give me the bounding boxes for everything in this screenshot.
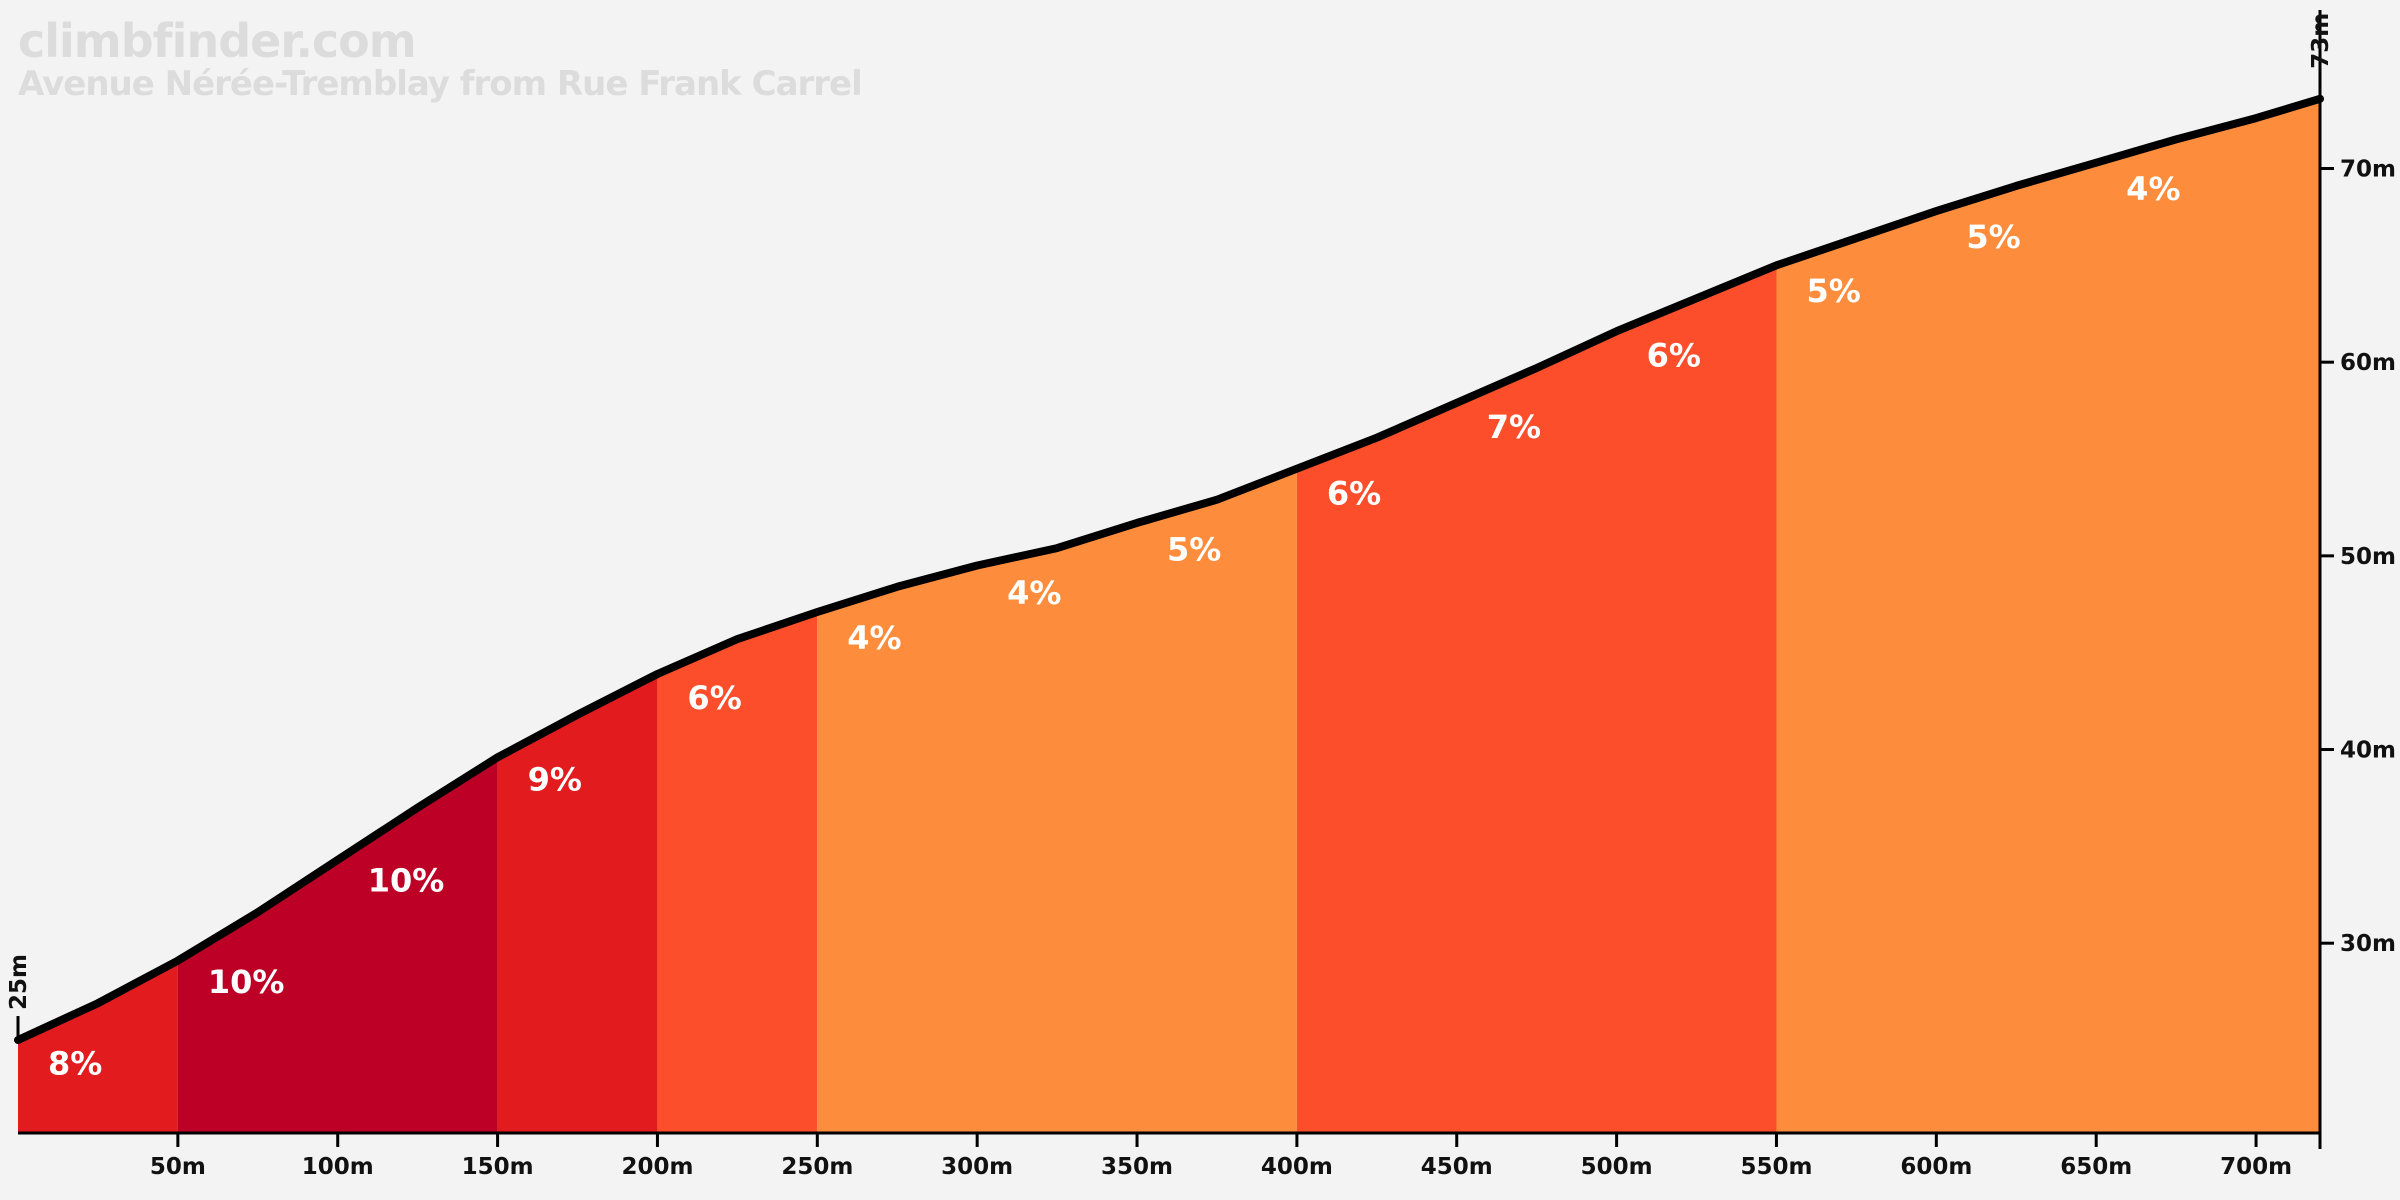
x-tick-label-12: 650m: [2060, 1154, 2132, 1180]
gradient-segment-6: [1776, 98, 2320, 1133]
grade-label-4: 6%: [687, 679, 741, 717]
grade-label-5: 4%: [847, 619, 901, 657]
x-tick-label-1: 100m: [302, 1154, 374, 1180]
grade-label-13: 4%: [2126, 170, 2180, 208]
x-tick-label-13: 700m: [2220, 1154, 2292, 1180]
grade-label-2: 10%: [368, 861, 445, 899]
grade-label-0: 8%: [48, 1045, 102, 1083]
grade-label-12: 5%: [1966, 218, 2020, 256]
grade-labels: 8% 10% 10% 9% 6% 4% 4% 5% 6% 7% 6% 5% 5% 4%: [48, 170, 2181, 1083]
x-tick-label-10: 550m: [1740, 1154, 1812, 1180]
y-tick-label-3: 60m: [2340, 350, 2396, 376]
x-tick-label-3: 200m: [621, 1154, 693, 1180]
x-tick-label-4: 250m: [781, 1154, 853, 1180]
x-tick-label-6: 350m: [1101, 1154, 1173, 1180]
x-tick-label-2: 150m: [462, 1154, 534, 1180]
x-tick-label-0: 50m: [150, 1154, 206, 1180]
y-tick-label-1: 40m: [2340, 738, 2396, 764]
end-elevation-label: 73m: [2308, 13, 2334, 69]
grade-label-8: 6%: [1327, 474, 1381, 512]
grade-label-7: 5%: [1167, 530, 1221, 568]
grade-label-11: 5%: [1806, 272, 1860, 310]
x-tick-label-7: 400m: [1261, 1154, 1333, 1180]
gradient-segment-4: [817, 468, 1297, 1133]
x-tick-label-11: 600m: [1900, 1154, 1972, 1180]
grade-label-3: 9%: [528, 761, 582, 799]
grade-label-9: 7%: [1487, 408, 1541, 446]
gradient-segments: [18, 98, 2320, 1133]
x-tick-label-9: 500m: [1581, 1154, 1653, 1180]
grade-label-1: 10%: [208, 963, 285, 1001]
x-tick-label-8: 450m: [1421, 1154, 1493, 1180]
y-tick-label-2: 50m: [2340, 544, 2396, 570]
gradient-segment-3: [657, 612, 818, 1133]
gradient-segment-0: [18, 960, 178, 1133]
chart-subtitle: Avenue Nérée-Tremblay from Rue Frank Car…: [18, 64, 863, 104]
gradient-segment-2: [497, 674, 658, 1133]
gradient-segment-1: [177, 757, 498, 1133]
y-tick-label-4: 70m: [2340, 156, 2396, 182]
site-name: climbfinder.com: [18, 14, 417, 68]
axes: 50m 100m 150m 200m 250m 300m 350m 400m 450m 500m 5…: [6, 10, 2396, 1180]
start-elevation-label: 25m: [6, 954, 32, 1010]
grade-label-10: 6%: [1647, 337, 1701, 375]
y-tick-label-0: 30m: [2340, 931, 2396, 957]
x-tick-label-5: 300m: [941, 1154, 1013, 1180]
elevation-profile-line: [14, 94, 2324, 1044]
grade-label-6: 4%: [1007, 574, 1061, 612]
gradient-segment-5: [1296, 265, 1777, 1133]
